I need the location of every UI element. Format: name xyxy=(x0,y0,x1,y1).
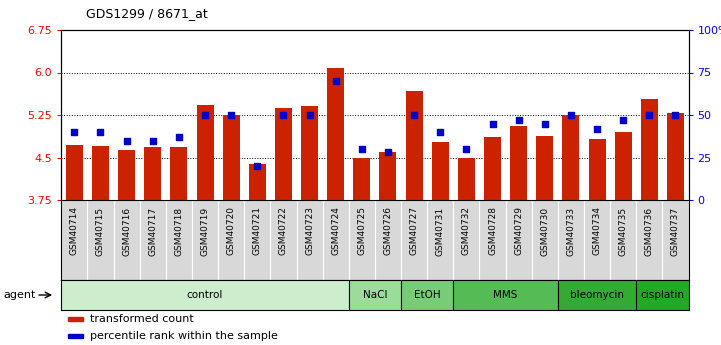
Bar xyxy=(144,147,162,200)
Bar xyxy=(432,142,448,200)
Bar xyxy=(353,158,371,200)
Text: GSM40726: GSM40726 xyxy=(384,206,392,255)
Point xyxy=(513,117,524,123)
Text: GSM40729: GSM40729 xyxy=(514,206,523,255)
Bar xyxy=(667,113,684,200)
Text: GSM40733: GSM40733 xyxy=(567,206,575,256)
Bar xyxy=(588,139,606,200)
Point xyxy=(356,146,368,152)
Bar xyxy=(562,115,580,200)
Bar xyxy=(68,334,83,338)
Bar xyxy=(327,68,344,200)
Text: GSM40715: GSM40715 xyxy=(96,206,105,256)
Point xyxy=(382,150,394,155)
Text: GSM40732: GSM40732 xyxy=(462,206,471,255)
Text: MMS: MMS xyxy=(493,290,518,300)
Point xyxy=(670,112,681,118)
Point xyxy=(408,112,420,118)
Text: NaCl: NaCl xyxy=(363,290,387,300)
Point xyxy=(461,146,472,152)
Point xyxy=(435,129,446,135)
Point xyxy=(304,112,315,118)
Point xyxy=(94,129,106,135)
Text: GSM40719: GSM40719 xyxy=(200,206,210,256)
Text: cisplatin: cisplatin xyxy=(640,290,684,300)
Text: GSM40714: GSM40714 xyxy=(70,206,79,255)
Text: GSM40720: GSM40720 xyxy=(226,206,236,255)
Bar xyxy=(197,105,213,200)
Text: GSM40730: GSM40730 xyxy=(540,206,549,256)
Text: GSM40728: GSM40728 xyxy=(488,206,497,255)
Text: GSM40723: GSM40723 xyxy=(305,206,314,255)
Text: GSM40717: GSM40717 xyxy=(149,206,157,256)
Bar xyxy=(615,132,632,200)
Bar xyxy=(66,145,83,200)
Text: transformed count: transformed count xyxy=(89,314,193,324)
Point xyxy=(591,126,603,131)
Text: GSM40727: GSM40727 xyxy=(410,206,419,255)
Text: GDS1299 / 8671_at: GDS1299 / 8671_at xyxy=(87,7,208,20)
Bar xyxy=(484,137,501,200)
Point xyxy=(226,112,237,118)
Bar xyxy=(68,317,83,321)
Bar xyxy=(636,280,689,310)
Point xyxy=(199,112,211,118)
Text: GSM40734: GSM40734 xyxy=(593,206,601,255)
Point xyxy=(330,78,342,84)
Point xyxy=(252,163,263,169)
Text: GSM40722: GSM40722 xyxy=(279,206,288,255)
Text: bleomycin: bleomycin xyxy=(570,290,624,300)
Text: GSM40724: GSM40724 xyxy=(331,206,340,255)
Text: GSM40736: GSM40736 xyxy=(645,206,654,256)
Point xyxy=(539,121,551,126)
Point xyxy=(278,112,289,118)
Bar xyxy=(641,99,658,200)
Bar xyxy=(401,280,454,310)
Text: control: control xyxy=(187,290,224,300)
Text: GSM40718: GSM40718 xyxy=(174,206,183,256)
Bar xyxy=(379,152,397,200)
Bar xyxy=(536,136,553,200)
Point xyxy=(121,138,133,143)
Bar xyxy=(61,280,349,310)
Bar xyxy=(92,146,109,200)
Text: percentile rank within the sample: percentile rank within the sample xyxy=(89,331,278,341)
Point xyxy=(173,134,185,140)
Point xyxy=(565,112,577,118)
Bar xyxy=(454,280,558,310)
Text: GSM40731: GSM40731 xyxy=(435,206,445,256)
Text: GSM40721: GSM40721 xyxy=(253,206,262,255)
Bar xyxy=(406,91,423,200)
Bar xyxy=(170,147,187,200)
Bar xyxy=(275,108,292,200)
Bar xyxy=(349,280,401,310)
Point xyxy=(487,121,498,126)
Text: agent: agent xyxy=(4,290,36,300)
Text: EtOH: EtOH xyxy=(414,290,441,300)
Bar xyxy=(301,107,318,200)
Point xyxy=(68,129,80,135)
Bar xyxy=(249,164,266,200)
Text: GSM40716: GSM40716 xyxy=(122,206,131,256)
Bar xyxy=(223,115,239,200)
Point xyxy=(147,138,159,143)
Point xyxy=(617,117,629,123)
Bar xyxy=(458,158,475,200)
Bar xyxy=(510,126,527,200)
Text: GSM40725: GSM40725 xyxy=(358,206,366,255)
Text: GSM40737: GSM40737 xyxy=(671,206,680,256)
Text: GSM40735: GSM40735 xyxy=(619,206,628,256)
Bar xyxy=(558,280,637,310)
Bar xyxy=(118,150,135,200)
Point xyxy=(644,112,655,118)
